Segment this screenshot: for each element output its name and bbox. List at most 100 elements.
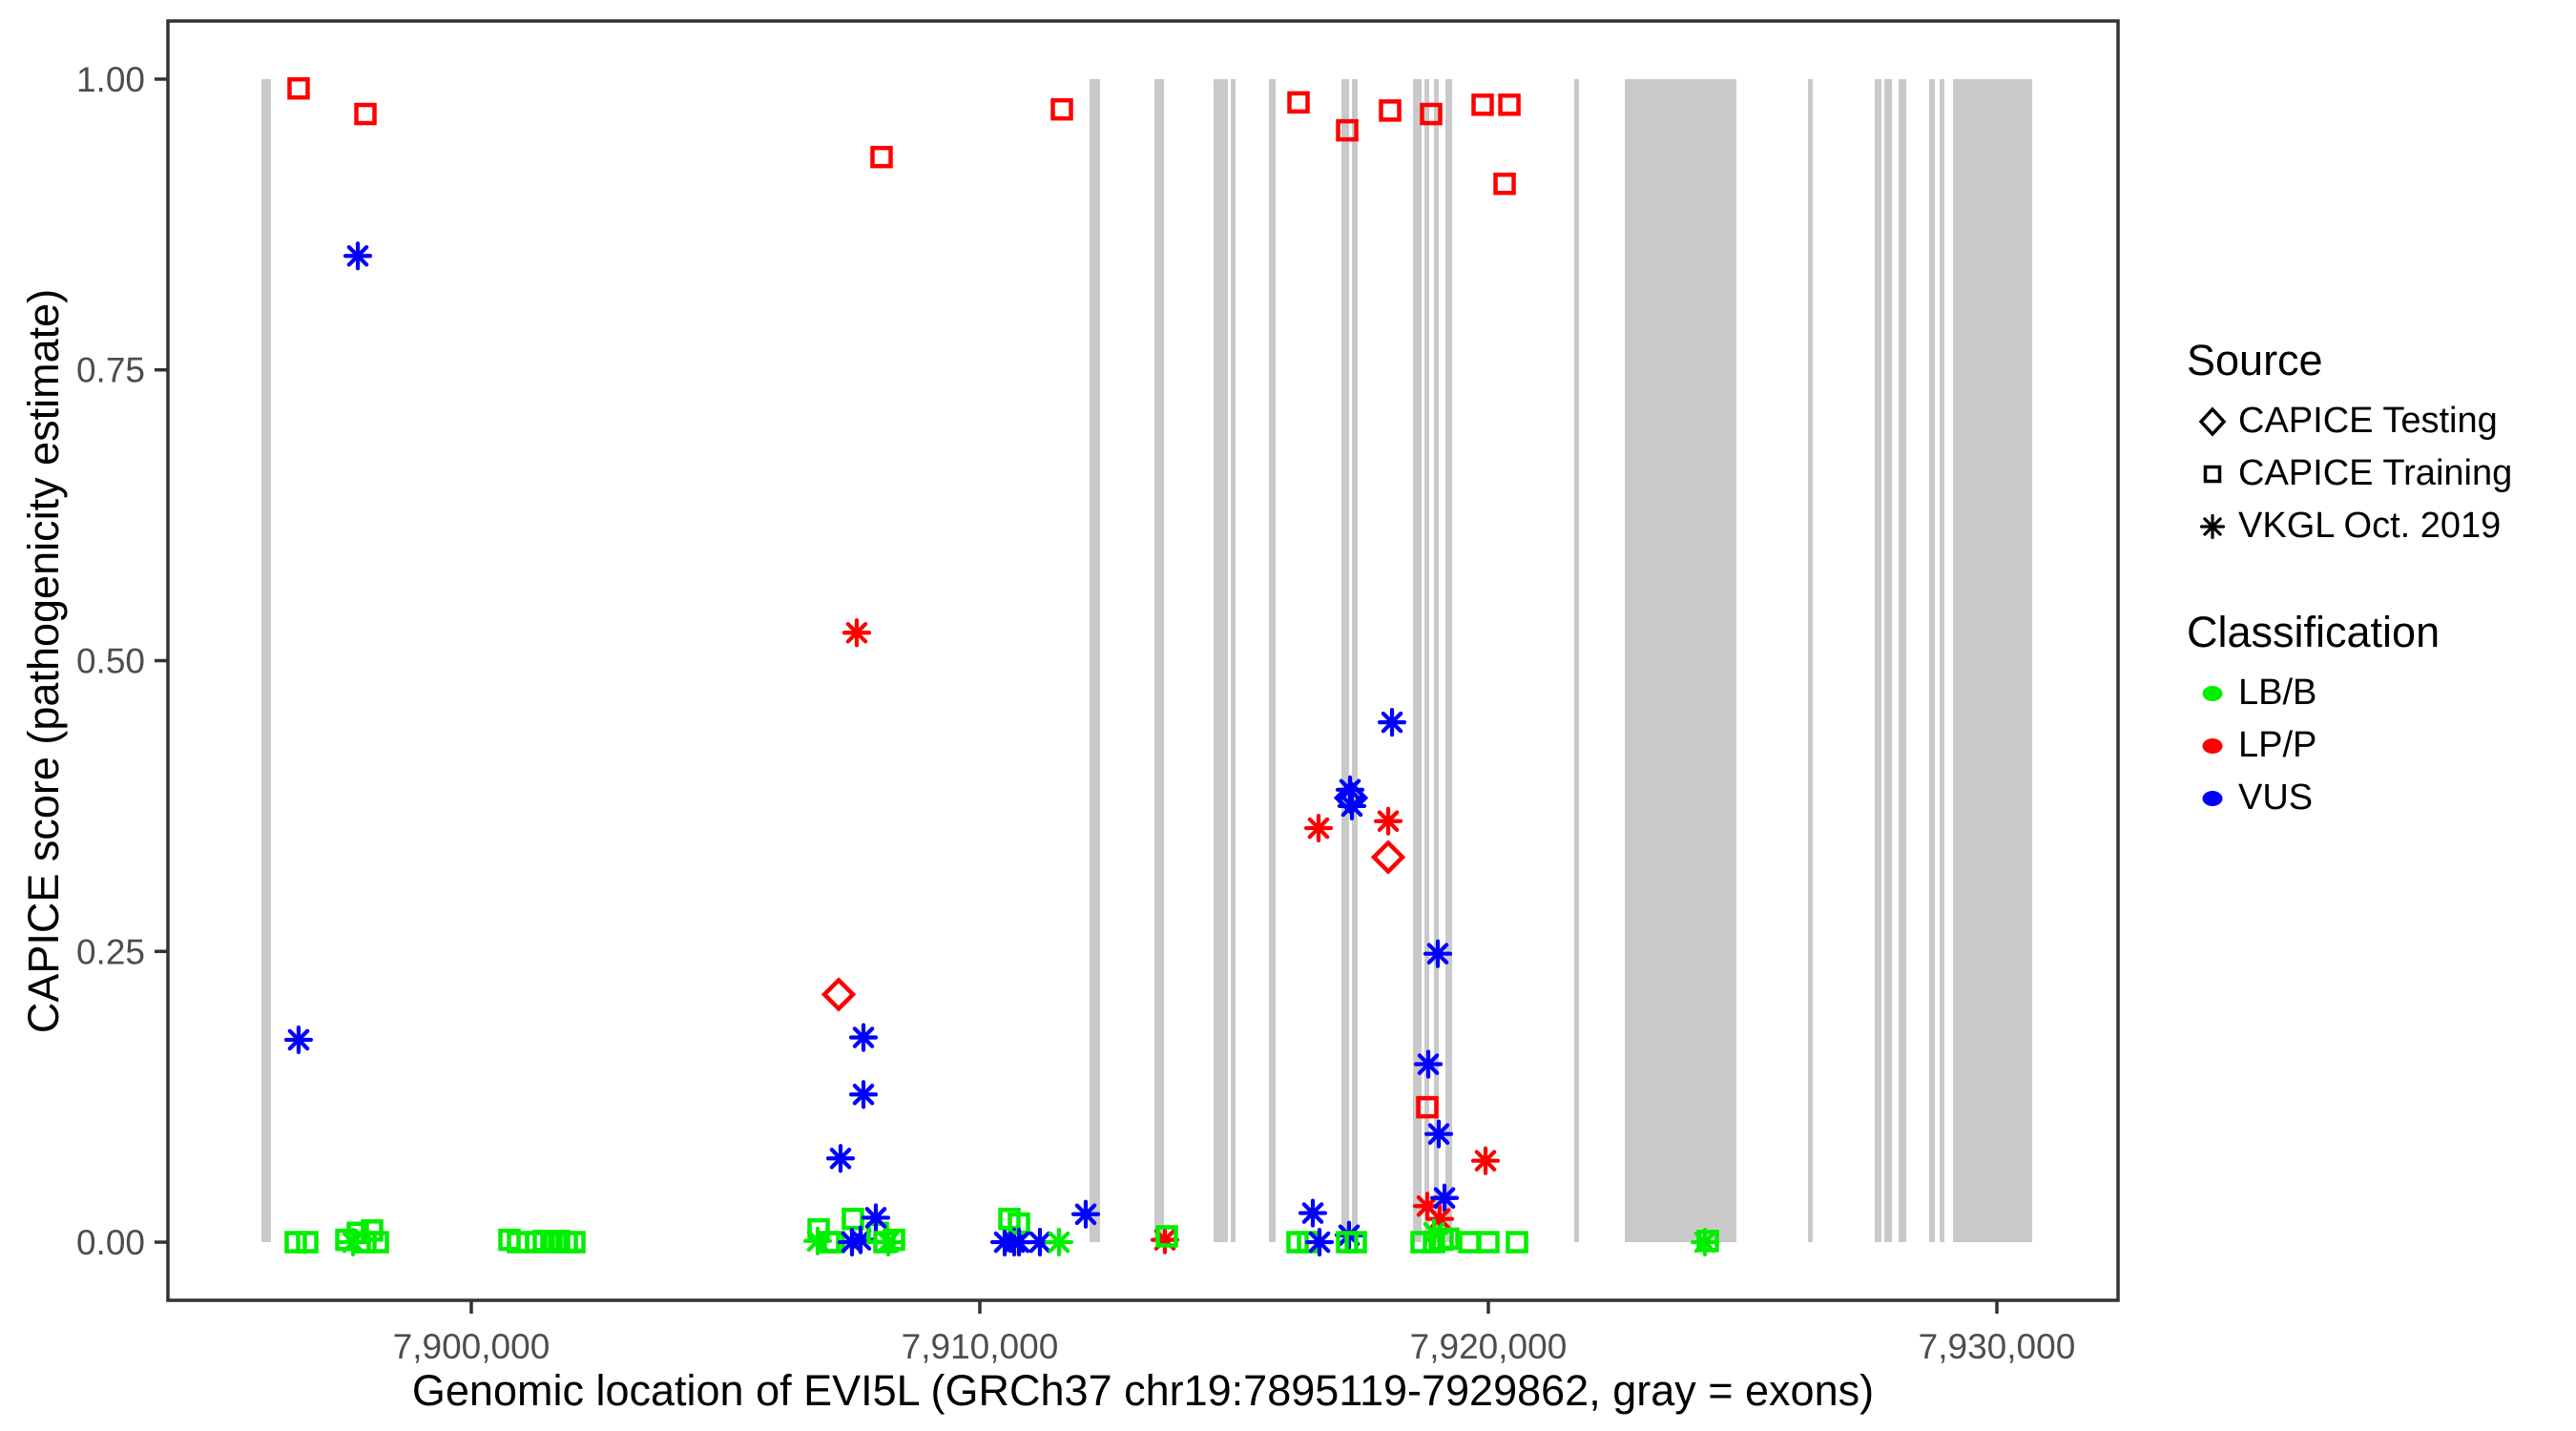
data-point [1410, 1231, 1433, 1254]
exon-bar [1424, 78, 1430, 1243]
legend-item-label: CAPICE Training [2238, 453, 2513, 493]
data-point [366, 1231, 389, 1254]
data-point [343, 241, 373, 271]
exon-bar [1884, 78, 1893, 1243]
data-point [1344, 1231, 1367, 1254]
exon-bar [1808, 78, 1814, 1243]
exon-bar [1230, 78, 1236, 1243]
data-point [1696, 1230, 1719, 1253]
asterisk-icon [2187, 505, 2238, 549]
legend-item-lbb: LB/B [2187, 667, 2512, 719]
legend-gap [2187, 552, 2512, 608]
exon-bar [1154, 78, 1164, 1243]
diamond-icon [2187, 400, 2238, 444]
y-tick-label: 1.00 [76, 60, 145, 99]
data-point [1337, 791, 1367, 820]
data-point [1471, 93, 1494, 116]
data-point [284, 1231, 307, 1254]
data-point [848, 1080, 879, 1110]
legend-item-lpp: LP/P [2187, 719, 2512, 772]
square-icon [2187, 452, 2238, 496]
data-point [1044, 1227, 1074, 1257]
data-point [1416, 1095, 1439, 1119]
exon-bar [1341, 78, 1349, 1243]
data-point [287, 76, 310, 100]
data-point [821, 977, 857, 1012]
data-point [1336, 118, 1359, 142]
data-point [870, 145, 893, 169]
data-point [1498, 93, 1521, 116]
data-point [1437, 1227, 1460, 1251]
data-point [1370, 840, 1406, 875]
data-point [1506, 1231, 1528, 1254]
legend-item-label: LP/P [2238, 725, 2317, 765]
data-point [1470, 1146, 1501, 1175]
data-point [883, 1228, 905, 1252]
data-point [1423, 1119, 1454, 1149]
data-point [1423, 939, 1453, 968]
legend: Source CAPICE Testing CAPICE Training [2187, 336, 2512, 824]
legend-item-label: VKGL Oct. 2019 [2238, 506, 2502, 546]
red-dot-icon [2187, 724, 2238, 768]
exon-bar [1929, 78, 1936, 1243]
y-tick-label: 0.75 [76, 351, 145, 390]
x-tick-label: 7,910,000 [902, 1327, 1059, 1366]
data-point [1287, 91, 1310, 114]
exon-bar [1351, 78, 1359, 1243]
y-axis-title: CAPICE score (pathogenicity estimate) [19, 288, 68, 1034]
data-point [361, 1219, 384, 1242]
data-point [296, 1231, 319, 1254]
exon-bar [1090, 78, 1100, 1243]
data-point [1050, 97, 1073, 121]
data-point [1377, 708, 1407, 737]
legend-item-label: VUS [2238, 778, 2314, 818]
data-point [1379, 99, 1402, 122]
legend-classification-title: Classification [2187, 608, 2441, 656]
data-point [1304, 1227, 1335, 1257]
data-point [1458, 1231, 1481, 1254]
legend-item-vus: VUS [2187, 772, 2512, 824]
y-tick-label: 0.25 [76, 932, 145, 971]
x-tick-label: 7,900,000 [393, 1327, 551, 1366]
x-tick-label: 7,920,000 [1410, 1327, 1568, 1366]
data-point [1303, 813, 1334, 843]
data-point [283, 1025, 314, 1055]
data-point [354, 1231, 377, 1254]
exon-bar [1899, 78, 1907, 1243]
legend-item-label: LB/B [2238, 673, 2317, 713]
exon-bar [1875, 78, 1882, 1243]
data-point [1373, 806, 1403, 836]
data-point [1493, 172, 1516, 196]
exon-bar [1214, 78, 1228, 1243]
legend-item-capice-testing: CAPICE Testing [2187, 395, 2512, 447]
data-point [563, 1231, 586, 1254]
exon-bar [1953, 78, 2033, 1243]
exon-bar [1940, 78, 1945, 1243]
legend-item-capice-training: CAPICE Training [2187, 447, 2512, 500]
exon-bar [1412, 78, 1423, 1243]
data-point [1429, 1183, 1460, 1213]
x-tick-label: 7,930,000 [1919, 1327, 2076, 1366]
blue-dot-icon [2187, 777, 2238, 820]
data-point [1070, 1199, 1101, 1229]
data-point [841, 1207, 864, 1231]
exon-bar [1445, 78, 1453, 1243]
y-tick-label: 0.50 [76, 642, 145, 681]
exon-bar [1574, 78, 1580, 1243]
data-point [1413, 1049, 1444, 1079]
legend-item-label: CAPICE Testing [2238, 401, 2498, 441]
x-axis-title: Genomic location of EVI5L (GRCh37 chr19:… [411, 1366, 1875, 1415]
data-point [1298, 1198, 1328, 1228]
panel-border [166, 19, 2120, 1302]
data-point [841, 618, 872, 648]
green-dot-icon [2187, 672, 2238, 716]
data-point [861, 1203, 891, 1233]
exon-bar [261, 78, 271, 1243]
exon-bar [1268, 78, 1276, 1243]
exon-bar [1625, 78, 1737, 1243]
legend-source-title: Source [2187, 336, 2323, 384]
data-point [1420, 102, 1443, 126]
data-point [848, 1023, 879, 1052]
